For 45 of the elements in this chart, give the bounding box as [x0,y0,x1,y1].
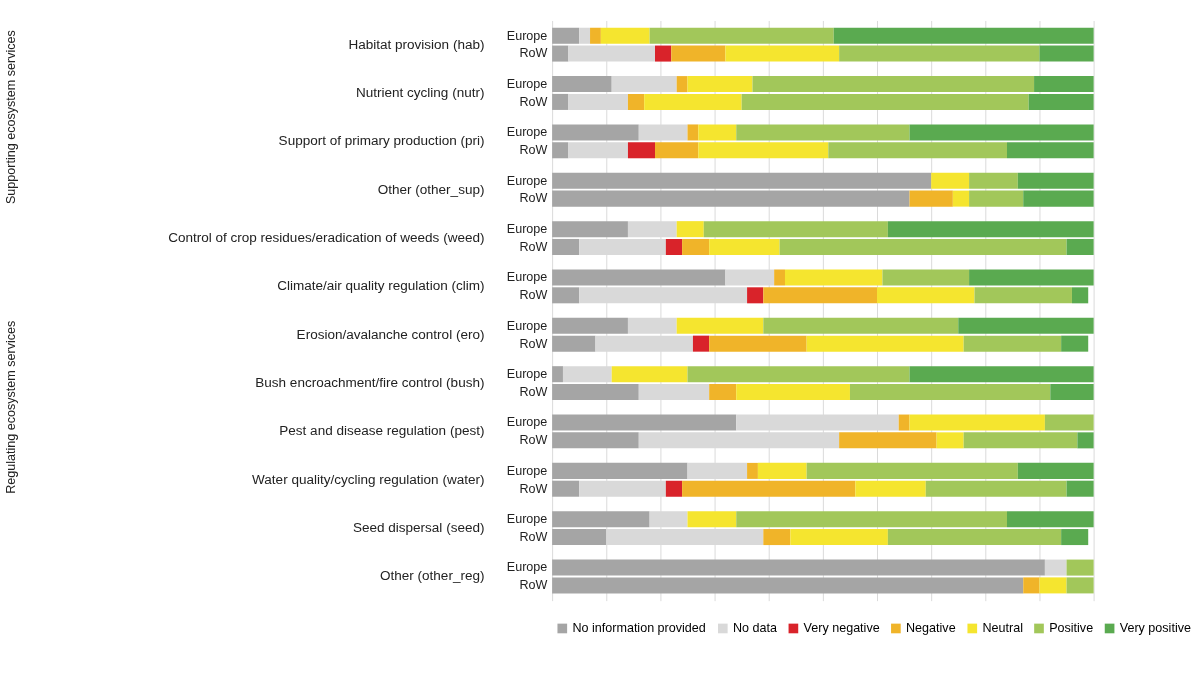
legend-label: Negative [906,621,956,636]
legend-label: Positive [1049,621,1094,636]
legend-label: No data [732,621,777,636]
text: Climate/air quality regulation (clim) [277,278,485,294]
text: Control of crop residues/eradication of weeds (weed) [168,229,485,245]
legend-label: No information provided [572,621,706,636]
legend-label: Very negative [803,621,880,636]
y-tick-label: RoW [519,288,548,303]
y-tick-label: RoW [519,143,548,158]
y-tick-label: RoW [519,239,548,254]
y-tick-label: RoW [519,384,548,399]
legend-label: Neutral [982,621,1023,636]
y-tick-label: RoW [519,191,548,206]
y-tick-label: RoW [519,529,548,544]
y-tick-label: RoW [519,433,548,448]
text: Nutrient cycling (nutr) [355,84,485,100]
y-tick-label: Europe [506,512,548,527]
y-tick-label: RoW [519,481,548,496]
y-tick-label: RoW [519,336,548,351]
text: Bush encroachment/fire control (bush) [255,374,485,390]
y-tick-label: Europe [506,28,548,43]
y-tick-label: Europe [506,560,548,575]
text: Regulating ecosystem services [3,320,18,494]
text: Other (other_reg) [380,568,485,584]
y-tick-label: Europe [506,463,548,478]
y-tick-label: Europe [506,173,548,188]
y-tick-label: Europe [506,367,548,382]
text: Pest and disease regulation (pest) [279,423,485,439]
y-tick-label: RoW [519,46,548,61]
y-tick-label: Europe [506,270,548,285]
y-tick-label: RoW [519,578,548,593]
text: Other (other_sup) [377,181,485,197]
y-tick-label: Europe [506,415,548,430]
text: Water quality/cycling regulation (water) [252,471,485,487]
text: Habitat provision (hab) [348,36,485,52]
text: Support of primary production (pri) [278,133,485,149]
text: Seed dispersal (seed) [352,520,485,536]
y-tick-label: Europe [506,318,548,333]
y-tick-label: Europe [506,76,548,91]
legend-label: Very positive [1119,621,1191,636]
text: Erosion/avalanche control (ero) [296,326,485,342]
y-tick-label: Europe [506,222,548,237]
y-tick-label: RoW [519,94,548,109]
y-tick-label: Europe [506,125,548,140]
text: Supporting ecosystem services [3,30,18,205]
